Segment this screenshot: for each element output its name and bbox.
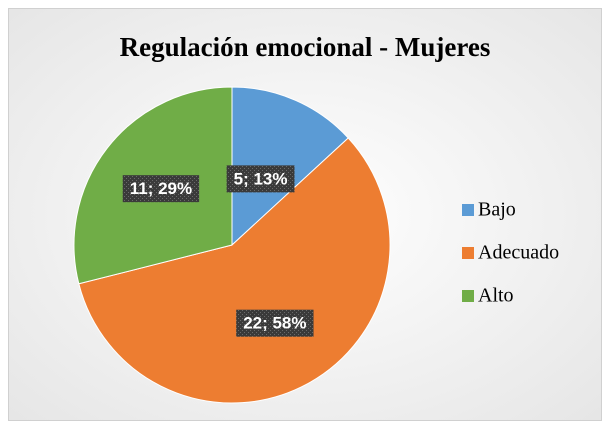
pie (73, 86, 391, 404)
legend-label: Adecuado (478, 242, 559, 264)
legend-label: Alto (478, 285, 514, 307)
legend-swatch (462, 290, 474, 302)
value-label: 5; 13% (226, 165, 295, 193)
legend-label: Bajo (478, 199, 516, 221)
value-label-text: 11; 29% (130, 179, 192, 198)
value-label-text: 5; 13% (234, 169, 288, 188)
legend: Bajo Adecuado Alto (462, 199, 559, 307)
value-labels: 5; 13% 22; 58% 11; 29% (122, 165, 314, 337)
value-label: 11; 29% (122, 175, 200, 203)
legend-swatch (462, 247, 474, 259)
value-label: 22; 58% (236, 309, 314, 337)
chart-title: Regulación emocional - Mujeres (120, 32, 491, 62)
value-label-box (122, 175, 200, 203)
pie-slice (78, 137, 391, 404)
legend-swatch (462, 204, 474, 216)
value-label-box (236, 309, 314, 337)
value-label-box (226, 165, 295, 193)
value-label-text: 22; 58% (243, 314, 306, 333)
